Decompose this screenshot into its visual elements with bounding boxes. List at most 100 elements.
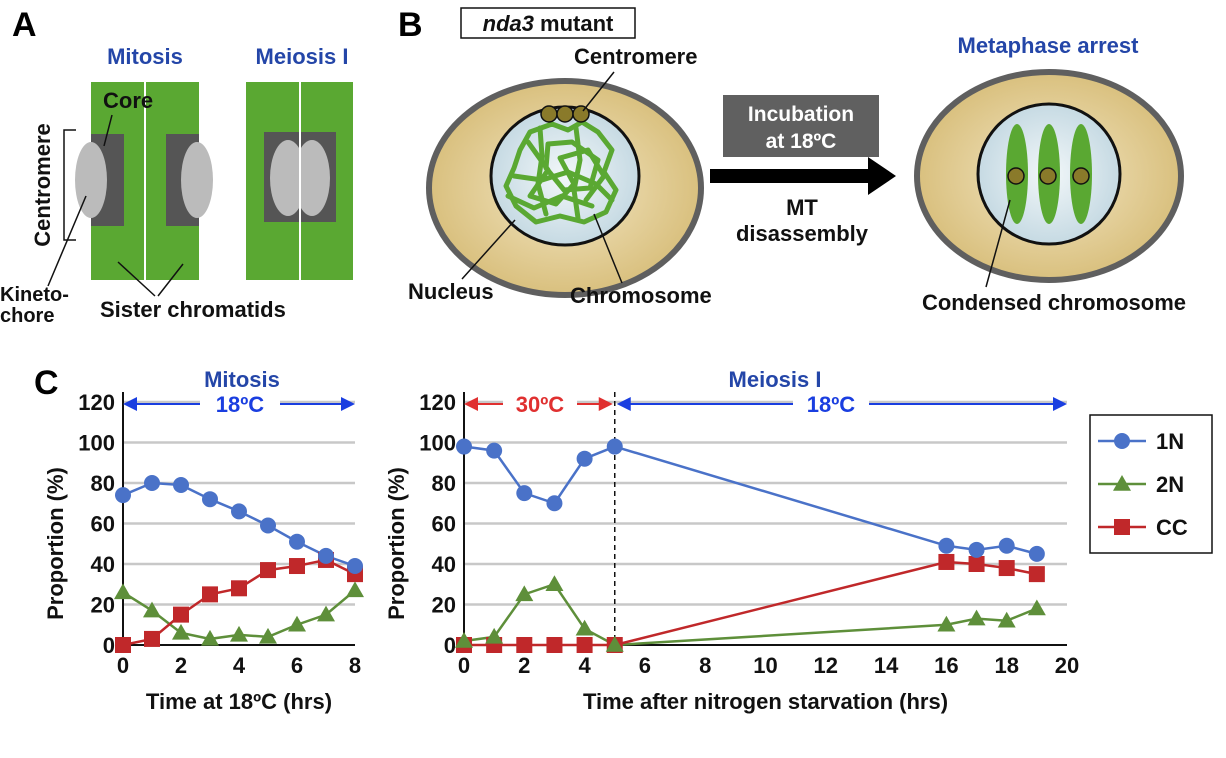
data-point-cc [173, 606, 189, 623]
panel-b: B nda3 mutant [398, 6, 1186, 315]
temperature-arrow-30c-head-right [598, 397, 613, 412]
data-point-cc [1114, 519, 1130, 535]
data-point-1n [173, 477, 189, 494]
x-tick-label: 8 [349, 653, 361, 678]
mitosis-y-axis-label: Proportion (%) [43, 467, 68, 620]
data-point-1n [318, 547, 334, 564]
mitosis-chart: 0 20 40 60 80 100 120 0 2 4 6 8 Mitosis Time at 18º… [43, 367, 364, 714]
mitosis-chromosome [75, 82, 213, 280]
centromere-label-b: Centromere [574, 44, 697, 69]
data-point-1n [968, 541, 985, 558]
data-point-1n [546, 495, 563, 512]
centromere-dot [1039, 167, 1057, 185]
y-tick-label: 20 [432, 593, 456, 618]
meiosis-chart-title: Meiosis I [729, 367, 822, 392]
condensed-pointer [985, 199, 1011, 288]
core-label: Core [103, 88, 153, 113]
temperature-arrow-18c-head-right [341, 397, 355, 412]
data-point-1n [144, 475, 160, 491]
temperature-arrow-30c-head-left [464, 397, 478, 412]
data-point-cc [202, 586, 218, 603]
temperature-arrow-18c-head-right [1053, 397, 1067, 412]
data-point-2n [201, 629, 219, 646]
temperature-arrow-18c-head-left [123, 397, 137, 412]
data-point-2n [515, 585, 534, 602]
data-point-1n [456, 438, 472, 455]
data-point-cc [576, 637, 593, 653]
mitosis-chart-title: Mitosis [204, 367, 280, 392]
panel-label-c: C [34, 364, 59, 402]
series-line-2n [463, 582, 1038, 647]
x-tick-label: 8 [699, 653, 711, 678]
data-point-1n [347, 558, 363, 575]
x-tick-label: 12 [814, 653, 838, 678]
data-point-1n [1028, 545, 1045, 562]
data-point-cc [546, 637, 563, 653]
legend-label-2n: 2N [1156, 472, 1184, 497]
data-point-2n [605, 636, 624, 652]
data-point-1n [1114, 433, 1130, 449]
data-point-2n [346, 581, 364, 598]
legend: 1N 2N CC [1089, 414, 1213, 554]
meiosis-temperature-label-18: 18ºC [807, 392, 856, 417]
data-point-2n [545, 575, 564, 591]
x-tick-label: 0 [117, 653, 129, 678]
kinetochore-label-line1: Kineto- [0, 284, 69, 306]
mutant-label-italic: nda3 [483, 11, 534, 36]
data-point-cc [289, 558, 305, 575]
y-tick-label: 100 [419, 431, 456, 456]
arrested-cell [914, 69, 1184, 283]
centromere-dot [540, 105, 558, 123]
x-tick-label: 10 [753, 653, 777, 678]
data-point-1n [231, 503, 247, 520]
centromere-bracket [63, 129, 76, 241]
mitosis-temperature-label: 18ºC [216, 392, 265, 417]
meiosis-chromosome [246, 82, 353, 280]
data-point-2n [114, 583, 132, 600]
data-point-1n [938, 537, 955, 554]
sister-pointer-left [117, 261, 156, 297]
y-tick-label: 40 [432, 552, 456, 577]
data-point-2n [967, 609, 986, 626]
y-tick-label: 80 [91, 471, 115, 496]
temperature-label-bg [793, 390, 869, 419]
legend-label-cc: CC [1156, 515, 1188, 540]
x-tick-label: 20 [1055, 653, 1079, 678]
centromere-dot [1072, 167, 1090, 185]
x-tick-label: 4 [578, 653, 591, 678]
data-point-1n [998, 537, 1015, 554]
series-line-1n [463, 445, 1038, 556]
data-point-cc [968, 556, 985, 572]
mutant-label-rest: mutant [540, 11, 614, 36]
data-point-2n [1113, 475, 1131, 491]
x-tick-label: 2 [518, 653, 530, 678]
y-tick-label: 0 [103, 633, 115, 658]
centromere-dot [556, 105, 574, 123]
series-line-cc [464, 560, 1038, 647]
x-tick-label: 2 [175, 653, 187, 678]
data-point-2n [1027, 599, 1046, 616]
condensed-chromosome-label: Condensed chromosome [922, 290, 1186, 315]
y-tick-label: 60 [91, 512, 115, 537]
x-tick-label: 0 [458, 653, 470, 678]
data-point-2n [485, 627, 504, 644]
centromere-dot [572, 105, 590, 123]
data-point-2n [230, 625, 248, 642]
chromosome-label: Chromosome [570, 283, 712, 308]
temperature-arrow-18c-head-left [616, 397, 631, 412]
data-point-1n [289, 533, 305, 550]
x-tick-label: 6 [291, 653, 303, 678]
meiosis-title: Meiosis I [256, 44, 349, 69]
mutant-label: nda3 mutant [483, 11, 614, 36]
data-point-1n [202, 491, 218, 508]
kinetochore-meiosis-right [294, 140, 330, 216]
data-point-2n [575, 619, 594, 636]
interphase-cell [426, 78, 704, 298]
data-point-2n [455, 631, 473, 648]
data-point-2n [317, 605, 335, 622]
y-tick-label: 120 [419, 390, 456, 415]
meiosis-temperature-annotation: 30ºC 18ºC [464, 390, 1067, 645]
meiosis-x-axis-label: Time after nitrogen starvation (hrs) [583, 689, 948, 714]
y-tick-label: 60 [432, 512, 456, 537]
